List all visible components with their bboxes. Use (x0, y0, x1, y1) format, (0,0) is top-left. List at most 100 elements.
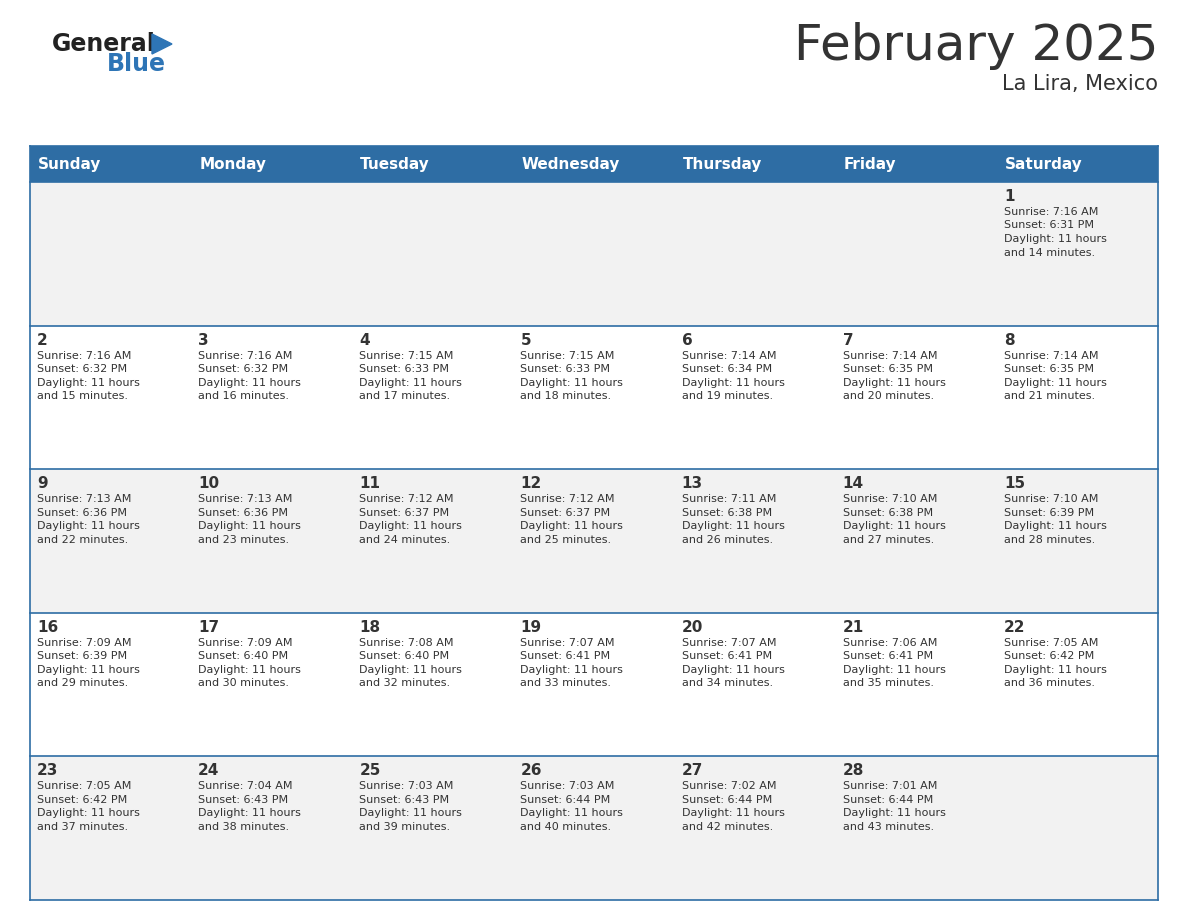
Text: Daylight: 11 hours: Daylight: 11 hours (1004, 665, 1107, 675)
Text: 22: 22 (1004, 620, 1025, 635)
Text: Daylight: 11 hours: Daylight: 11 hours (37, 809, 140, 819)
Text: Sunset: 6:41 PM: Sunset: 6:41 PM (520, 651, 611, 661)
Text: Sunrise: 7:14 AM: Sunrise: 7:14 AM (842, 351, 937, 361)
Text: 25: 25 (359, 764, 380, 778)
Text: Sunday: Sunday (38, 156, 101, 172)
Text: Sunset: 6:38 PM: Sunset: 6:38 PM (682, 508, 772, 518)
Text: and 15 minutes.: and 15 minutes. (37, 391, 128, 401)
Text: and 23 minutes.: and 23 minutes. (198, 534, 289, 544)
Text: Daylight: 11 hours: Daylight: 11 hours (1004, 521, 1107, 532)
Bar (30, 469, 191, 613)
Text: Sunset: 6:37 PM: Sunset: 6:37 PM (359, 508, 449, 518)
Text: Daylight: 11 hours: Daylight: 11 hours (520, 521, 624, 532)
Text: Sunset: 6:36 PM: Sunset: 6:36 PM (37, 508, 127, 518)
Text: 15: 15 (1004, 476, 1025, 491)
Bar (997, 182, 1158, 326)
Text: Daylight: 11 hours: Daylight: 11 hours (1004, 377, 1107, 387)
Text: Daylight: 11 hours: Daylight: 11 hours (198, 521, 301, 532)
Text: Sunset: 6:38 PM: Sunset: 6:38 PM (842, 508, 933, 518)
Text: Blue: Blue (107, 52, 166, 76)
Text: February 2025: February 2025 (794, 22, 1158, 70)
Bar (191, 613, 353, 756)
Bar (835, 756, 997, 900)
Text: Thursday: Thursday (683, 156, 762, 172)
Text: 8: 8 (1004, 332, 1015, 348)
Text: Sunrise: 7:12 AM: Sunrise: 7:12 AM (520, 494, 615, 504)
Text: Sunrise: 7:10 AM: Sunrise: 7:10 AM (842, 494, 937, 504)
Text: 9: 9 (37, 476, 48, 491)
Bar (675, 613, 835, 756)
Text: Sunset: 6:42 PM: Sunset: 6:42 PM (1004, 651, 1094, 661)
Text: 18: 18 (359, 620, 380, 635)
Text: 11: 11 (359, 476, 380, 491)
Text: Sunrise: 7:06 AM: Sunrise: 7:06 AM (842, 638, 937, 648)
Bar (835, 326, 997, 469)
Bar (835, 613, 997, 756)
Bar (835, 469, 997, 613)
Text: Sunset: 6:37 PM: Sunset: 6:37 PM (520, 508, 611, 518)
Text: and 39 minutes.: and 39 minutes. (359, 822, 450, 832)
Text: Sunset: 6:43 PM: Sunset: 6:43 PM (198, 795, 289, 805)
Text: 3: 3 (198, 332, 209, 348)
Bar (513, 326, 675, 469)
Text: and 33 minutes.: and 33 minutes. (520, 678, 612, 688)
Text: Sunrise: 7:13 AM: Sunrise: 7:13 AM (37, 494, 132, 504)
Text: and 43 minutes.: and 43 minutes. (842, 822, 934, 832)
Text: and 26 minutes.: and 26 minutes. (682, 534, 772, 544)
Bar (513, 613, 675, 756)
Text: Daylight: 11 hours: Daylight: 11 hours (37, 521, 140, 532)
Text: and 36 minutes.: and 36 minutes. (1004, 678, 1095, 688)
Text: Sunrise: 7:09 AM: Sunrise: 7:09 AM (198, 638, 292, 648)
Text: 4: 4 (359, 332, 369, 348)
Text: Sunrise: 7:13 AM: Sunrise: 7:13 AM (198, 494, 292, 504)
Text: Sunrise: 7:03 AM: Sunrise: 7:03 AM (359, 781, 454, 791)
Text: Sunset: 6:35 PM: Sunset: 6:35 PM (1004, 364, 1094, 375)
Text: Daylight: 11 hours: Daylight: 11 hours (1004, 234, 1107, 244)
Text: Sunrise: 7:16 AM: Sunrise: 7:16 AM (198, 351, 292, 361)
Text: Sunset: 6:32 PM: Sunset: 6:32 PM (198, 364, 289, 375)
Text: and 34 minutes.: and 34 minutes. (682, 678, 772, 688)
Text: 10: 10 (198, 476, 220, 491)
Text: and 17 minutes.: and 17 minutes. (359, 391, 450, 401)
Text: 19: 19 (520, 620, 542, 635)
Bar (675, 182, 835, 326)
Text: Daylight: 11 hours: Daylight: 11 hours (198, 377, 301, 387)
Bar (675, 756, 835, 900)
Text: Sunrise: 7:14 AM: Sunrise: 7:14 AM (1004, 351, 1099, 361)
Text: and 22 minutes.: and 22 minutes. (37, 534, 128, 544)
Bar (191, 182, 353, 326)
Text: 14: 14 (842, 476, 864, 491)
Text: Sunrise: 7:15 AM: Sunrise: 7:15 AM (359, 351, 454, 361)
Text: 7: 7 (842, 332, 853, 348)
Bar (997, 326, 1158, 469)
Text: and 32 minutes.: and 32 minutes. (359, 678, 450, 688)
Text: and 25 minutes.: and 25 minutes. (520, 534, 612, 544)
Text: and 42 minutes.: and 42 minutes. (682, 822, 773, 832)
Text: Sunrise: 7:05 AM: Sunrise: 7:05 AM (1004, 638, 1098, 648)
Text: Sunset: 6:44 PM: Sunset: 6:44 PM (520, 795, 611, 805)
Bar (30, 146, 1158, 182)
Text: Sunrise: 7:12 AM: Sunrise: 7:12 AM (359, 494, 454, 504)
Text: Sunset: 6:41 PM: Sunset: 6:41 PM (682, 651, 772, 661)
Bar (30, 326, 191, 469)
Text: Daylight: 11 hours: Daylight: 11 hours (682, 809, 784, 819)
Bar (675, 326, 835, 469)
Text: Daylight: 11 hours: Daylight: 11 hours (359, 377, 462, 387)
Bar (353, 469, 513, 613)
Text: Sunset: 6:35 PM: Sunset: 6:35 PM (842, 364, 933, 375)
Text: and 28 minutes.: and 28 minutes. (1004, 534, 1095, 544)
Text: Sunrise: 7:14 AM: Sunrise: 7:14 AM (682, 351, 776, 361)
Bar (191, 756, 353, 900)
Text: Sunrise: 7:10 AM: Sunrise: 7:10 AM (1004, 494, 1098, 504)
Text: Daylight: 11 hours: Daylight: 11 hours (520, 377, 624, 387)
Text: 1: 1 (1004, 189, 1015, 204)
Text: Sunset: 6:39 PM: Sunset: 6:39 PM (1004, 508, 1094, 518)
Text: and 14 minutes.: and 14 minutes. (1004, 248, 1095, 258)
Text: Tuesday: Tuesday (360, 156, 430, 172)
Text: Sunset: 6:32 PM: Sunset: 6:32 PM (37, 364, 127, 375)
Text: Sunset: 6:42 PM: Sunset: 6:42 PM (37, 795, 127, 805)
Text: Daylight: 11 hours: Daylight: 11 hours (682, 377, 784, 387)
Text: 20: 20 (682, 620, 703, 635)
Bar (997, 756, 1158, 900)
Text: Daylight: 11 hours: Daylight: 11 hours (842, 377, 946, 387)
